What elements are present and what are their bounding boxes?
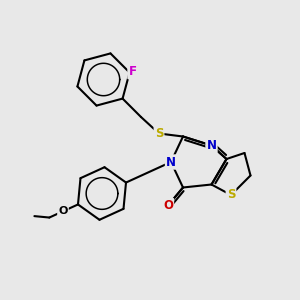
- Text: N: N: [166, 155, 176, 169]
- Text: S: S: [227, 188, 235, 202]
- Text: N: N: [206, 139, 217, 152]
- Text: O: O: [163, 199, 173, 212]
- Text: O: O: [58, 206, 68, 216]
- Text: F: F: [128, 65, 136, 78]
- Text: S: S: [155, 127, 163, 140]
